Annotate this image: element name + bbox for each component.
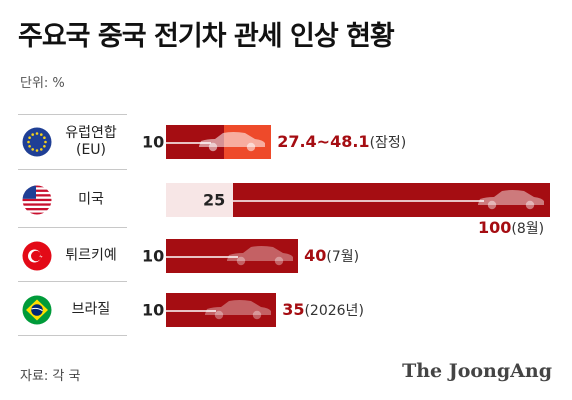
country-name-brazil: 브라질 xyxy=(71,301,111,317)
source-note: 자료: 각 국 xyxy=(20,369,81,384)
car-icon-turkey xyxy=(227,246,294,266)
end-value-turkey: 40(7월) xyxy=(304,246,359,266)
bar-row-turkey: 튀르키예 10 40(7월) xyxy=(0,230,572,282)
end-value-brazil-note: (2026년) xyxy=(304,303,364,319)
end-value-brazil-number: 35 xyxy=(282,300,305,319)
end-value-us-number: 100 xyxy=(478,218,512,237)
brazil-flag-icon xyxy=(22,295,52,324)
bar-us-speed-line xyxy=(233,200,484,202)
bar-row-brazil: 브라질 10 35(2026년) xyxy=(0,284,572,336)
bar-row-us: 미국 25 100(8월) xyxy=(0,172,572,237)
bar-row-eu: 유럽연합 (EU) 10 27.4~48.1(잠정) xyxy=(0,114,572,170)
base-value-brazil: 10 xyxy=(142,300,165,320)
base-value-eu: 10 xyxy=(142,132,165,152)
unit-label: 단위: % xyxy=(20,76,65,91)
end-value-turkey-note: (7월) xyxy=(326,249,360,265)
end-value-eu: 27.4~48.1(잠정) xyxy=(277,132,406,152)
bar-eu-speed-line xyxy=(166,142,212,144)
country-name-turkey: 튀르키예 xyxy=(65,247,117,263)
end-value-eu-note: (잠정) xyxy=(369,135,407,151)
eu-flag-icon xyxy=(22,127,52,157)
row-label-turkey: 튀르키예 xyxy=(18,230,127,282)
car-icon-us xyxy=(478,190,544,210)
bar-brazil-speed-line xyxy=(166,310,217,312)
base-value-us: 25 xyxy=(203,190,226,210)
chart-title: 주요국 중국 전기차 관세 인상 현황 xyxy=(18,21,395,52)
car-icon-eu xyxy=(199,132,266,152)
base-value-turkey: 10 xyxy=(142,246,165,266)
row-label-us: 미국 xyxy=(18,172,127,228)
end-value-eu-number: 27.4~48.1 xyxy=(277,132,370,151)
bar-turkey-speed-line xyxy=(166,256,239,258)
us-flag-icon xyxy=(22,185,52,214)
turkey-flag-icon xyxy=(22,241,52,270)
row-label-brazil: 브라질 xyxy=(18,284,127,336)
car-icon-brazil xyxy=(205,300,272,320)
end-value-us-note: (8월) xyxy=(511,221,545,237)
end-value-brazil: 35(2026년) xyxy=(282,300,364,320)
country-name-us: 미국 xyxy=(78,191,104,207)
end-value-us: 100(8월) xyxy=(478,218,544,238)
publisher-logo: The JoongAng xyxy=(402,360,552,382)
end-value-turkey-number: 40 xyxy=(304,246,327,265)
row-label-eu: 유럽연합 (EU) xyxy=(18,114,127,170)
country-name-eu: 유럽연합 (EU) xyxy=(65,125,117,158)
